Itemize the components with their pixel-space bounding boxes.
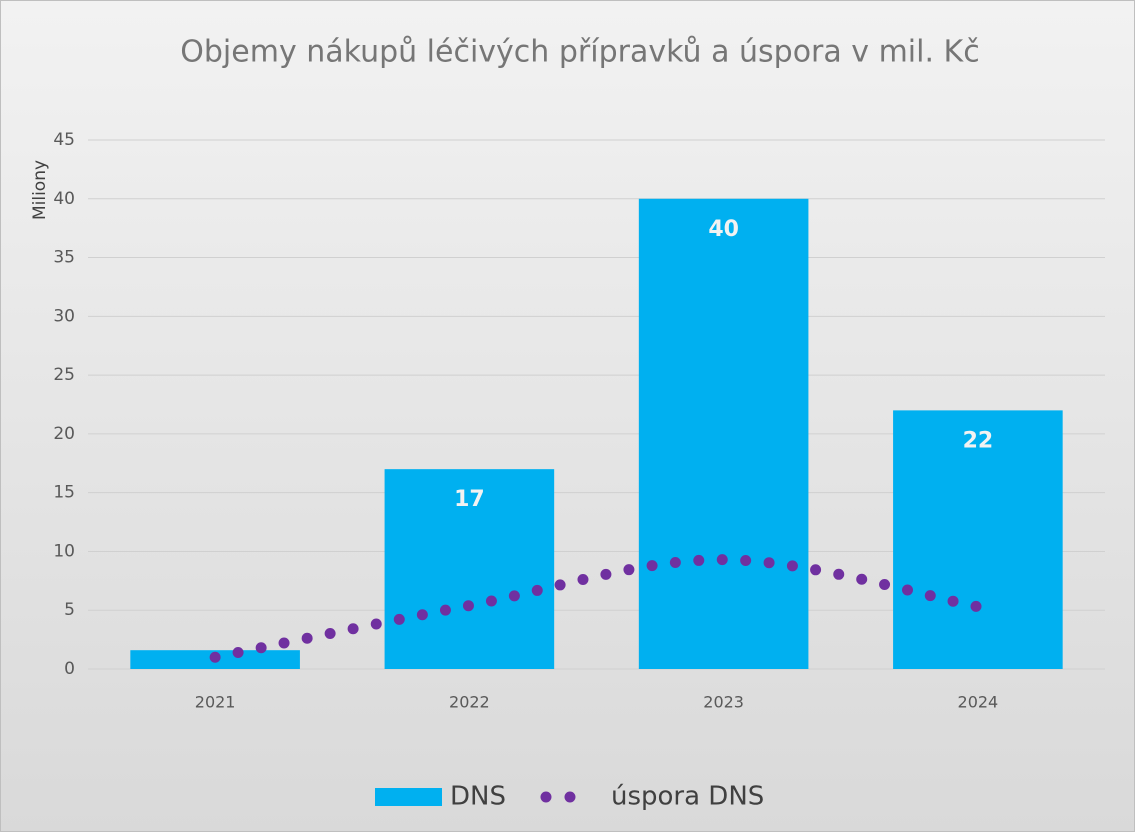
y-axis-label: Miliony xyxy=(30,160,50,220)
y-tick-label: 35 xyxy=(53,248,75,268)
y-tick-label: 15 xyxy=(53,483,75,503)
data-label: 40 xyxy=(708,217,739,242)
bar xyxy=(893,410,1063,669)
y-tick-label: 20 xyxy=(53,424,75,444)
x-tick-label: 2021 xyxy=(195,693,236,712)
y-tick-label: 5 xyxy=(64,600,75,620)
y-tick-label: 30 xyxy=(53,306,75,326)
data-label: 22 xyxy=(963,428,994,453)
legend-label: DNS xyxy=(450,782,506,812)
y-tick-label: 45 xyxy=(53,130,75,150)
y-tick-label: 25 xyxy=(53,365,75,385)
line-series xyxy=(209,554,984,663)
bar xyxy=(638,198,809,669)
x-tick-label: 2024 xyxy=(958,693,999,712)
x-tick-label: 2022 xyxy=(449,693,490,712)
chart-title: Objemy nákupů léčivých přípravků a úspor… xyxy=(180,35,979,70)
y-tick-label: 10 xyxy=(53,541,75,561)
bar xyxy=(384,469,555,669)
y-tick-label: 0 xyxy=(64,659,75,679)
y-tick-label: 40 xyxy=(53,189,75,209)
legend-swatch xyxy=(375,788,442,806)
data-label: 17 xyxy=(454,487,485,512)
x-tick-label: 2023 xyxy=(703,693,744,712)
legend-label: úspora DNS xyxy=(611,782,764,812)
